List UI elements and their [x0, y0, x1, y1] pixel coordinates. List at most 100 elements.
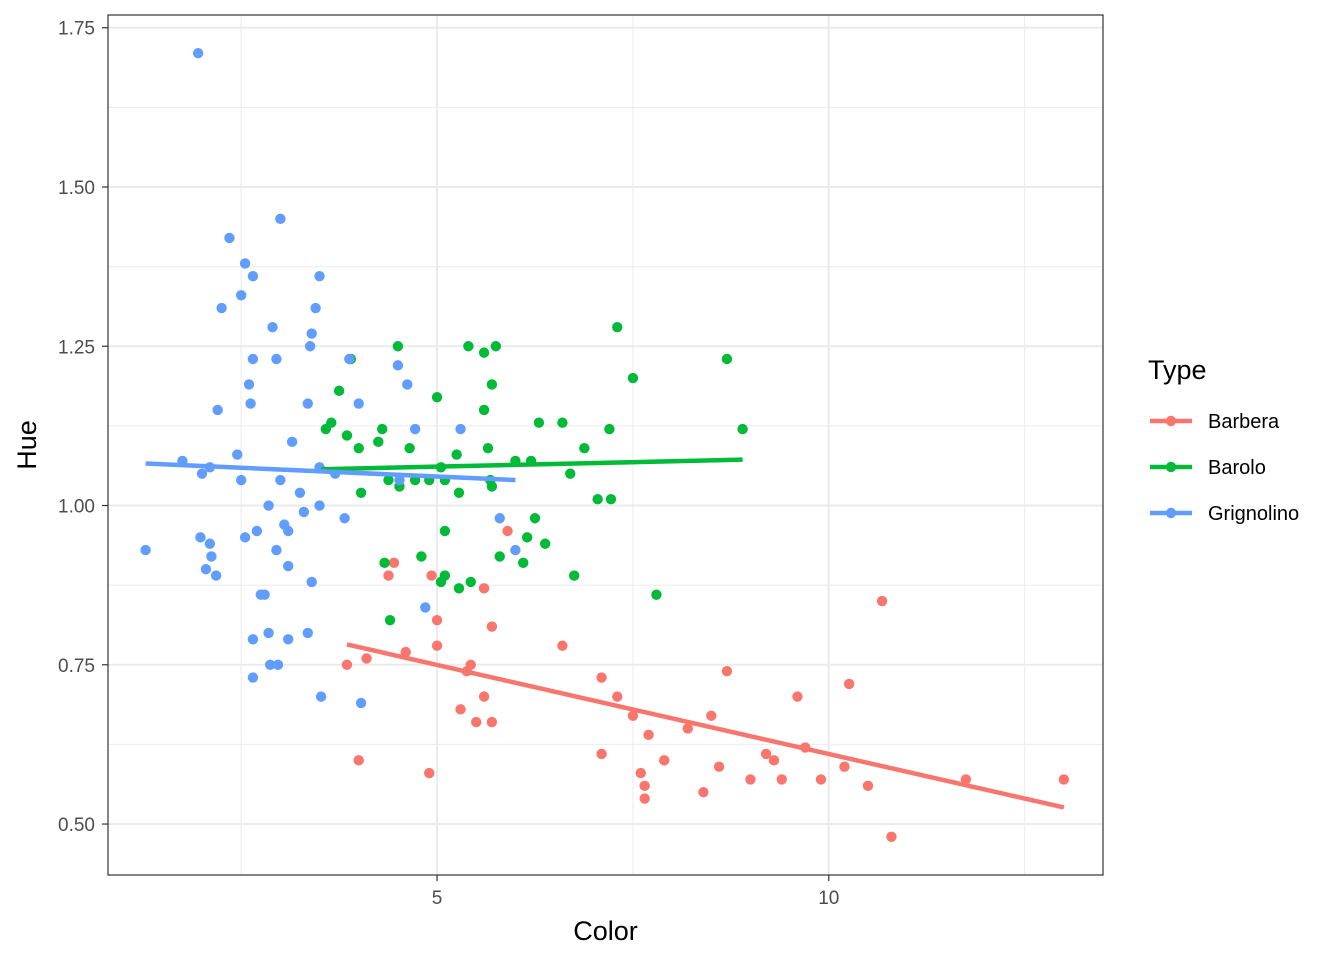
y-tick-label: 1.00 — [58, 497, 95, 518]
point-barolo — [490, 341, 502, 352]
fit-line-barolo — [321, 457, 743, 472]
point-grignolino — [282, 525, 294, 537]
point-grignolino — [275, 213, 286, 225]
legend-item-barolo: Barolo — [1150, 457, 1266, 479]
point-grignolino — [243, 379, 255, 390]
point-barbera — [713, 761, 725, 772]
point-barbera — [639, 780, 650, 792]
point-barbera — [341, 659, 353, 670]
point-grignolino — [259, 589, 270, 600]
point-grignolino — [239, 258, 251, 269]
x-tick-label: 10 — [818, 888, 839, 909]
point-grignolino — [306, 576, 317, 588]
point-grignolino — [344, 353, 355, 365]
point-barbera — [886, 831, 897, 842]
point-grignolino — [235, 290, 247, 301]
point-grignolino — [267, 321, 278, 333]
point-grignolino — [282, 560, 294, 572]
point-barolo — [333, 385, 345, 397]
point-barolo — [453, 583, 465, 594]
point-barolo — [453, 487, 465, 498]
point-barbera — [960, 774, 972, 785]
point-barbera — [353, 755, 364, 766]
point-barolo — [521, 532, 533, 543]
point-barbera — [478, 583, 490, 594]
point-barbera — [471, 716, 482, 728]
y-axis: 0.50 0.75 1.00 1.25 1.50 1.75 — [58, 19, 108, 836]
point-grignolino — [212, 404, 223, 416]
point-barolo — [384, 614, 396, 626]
point-barbera — [706, 710, 717, 721]
point-grignolino — [339, 513, 350, 524]
point-barolo — [533, 417, 545, 428]
point-barolo — [416, 551, 427, 562]
point-barolo — [465, 576, 476, 588]
point-grignolino — [247, 672, 259, 683]
legend-dot-barbera — [1165, 415, 1177, 427]
point-barbera — [431, 614, 443, 626]
point-grignolino — [264, 659, 276, 670]
point-barbera — [745, 774, 756, 785]
point-grignolino — [275, 474, 286, 486]
point-grignolino — [402, 379, 413, 390]
point-barbera — [400, 646, 411, 658]
legend-item-grignolino: Grignolino — [1150, 503, 1299, 525]
y-tick-label: 0.75 — [58, 656, 95, 677]
legend-label-barolo: Barolo — [1208, 457, 1266, 479]
legend-label-barbera: Barbera — [1208, 411, 1280, 433]
point-grignolino — [235, 474, 247, 486]
point-barolo — [404, 442, 415, 454]
legend-dot-barolo — [1165, 461, 1177, 473]
point-barbera — [486, 621, 498, 632]
point-barbera — [839, 761, 850, 772]
point-barbera — [478, 691, 490, 702]
point-barolo — [478, 404, 490, 416]
point-barolo — [721, 353, 733, 365]
point-barolo — [627, 372, 639, 384]
point-barbera — [815, 774, 827, 785]
point-barbera — [361, 653, 372, 664]
point-barolo — [529, 513, 541, 524]
point-barbera — [876, 595, 888, 607]
point-grignolino — [282, 634, 294, 645]
point-grignolino — [200, 564, 212, 575]
legend-dot-grignolino — [1165, 507, 1177, 519]
point-barbera — [388, 557, 400, 569]
point-barolo — [355, 487, 367, 498]
point-barolo — [604, 423, 615, 435]
point-grignolino — [298, 506, 310, 518]
point-grignolino — [271, 544, 282, 556]
point-barolo — [373, 436, 384, 448]
point-barolo — [439, 570, 451, 581]
point-grignolino — [210, 570, 222, 581]
point-grignolino — [239, 532, 251, 543]
point-grignolino — [271, 353, 282, 365]
point-barbera — [431, 640, 443, 651]
point-grignolino — [353, 398, 364, 409]
point-barolo — [565, 468, 576, 479]
point-barbera — [426, 570, 437, 581]
point-grignolino — [294, 487, 306, 498]
point-grignolino — [232, 449, 243, 460]
y-tick-label: 1.25 — [58, 337, 95, 358]
point-grignolino — [310, 302, 321, 314]
point-barbera — [643, 729, 654, 741]
legend-label-grignolino: Grignolino — [1208, 503, 1299, 525]
point-barolo — [592, 493, 603, 505]
point-grignolino — [245, 398, 256, 409]
point-barolo — [341, 430, 353, 441]
legend-items: Barbera Barolo Grignolino — [1150, 411, 1299, 525]
point-grignolino — [392, 360, 404, 371]
point-barbera — [596, 672, 607, 683]
point-barbera — [721, 665, 733, 677]
legend-item-barbera: Barbera — [1150, 411, 1280, 433]
legend-title: Type — [1148, 355, 1207, 385]
point-barbera — [843, 678, 855, 690]
point-barbera — [596, 748, 607, 760]
point-grignolino — [302, 627, 313, 639]
plot-panel — [107, 14, 1104, 876]
point-barolo — [392, 341, 404, 352]
x-axis-title: Color — [573, 916, 638, 946]
